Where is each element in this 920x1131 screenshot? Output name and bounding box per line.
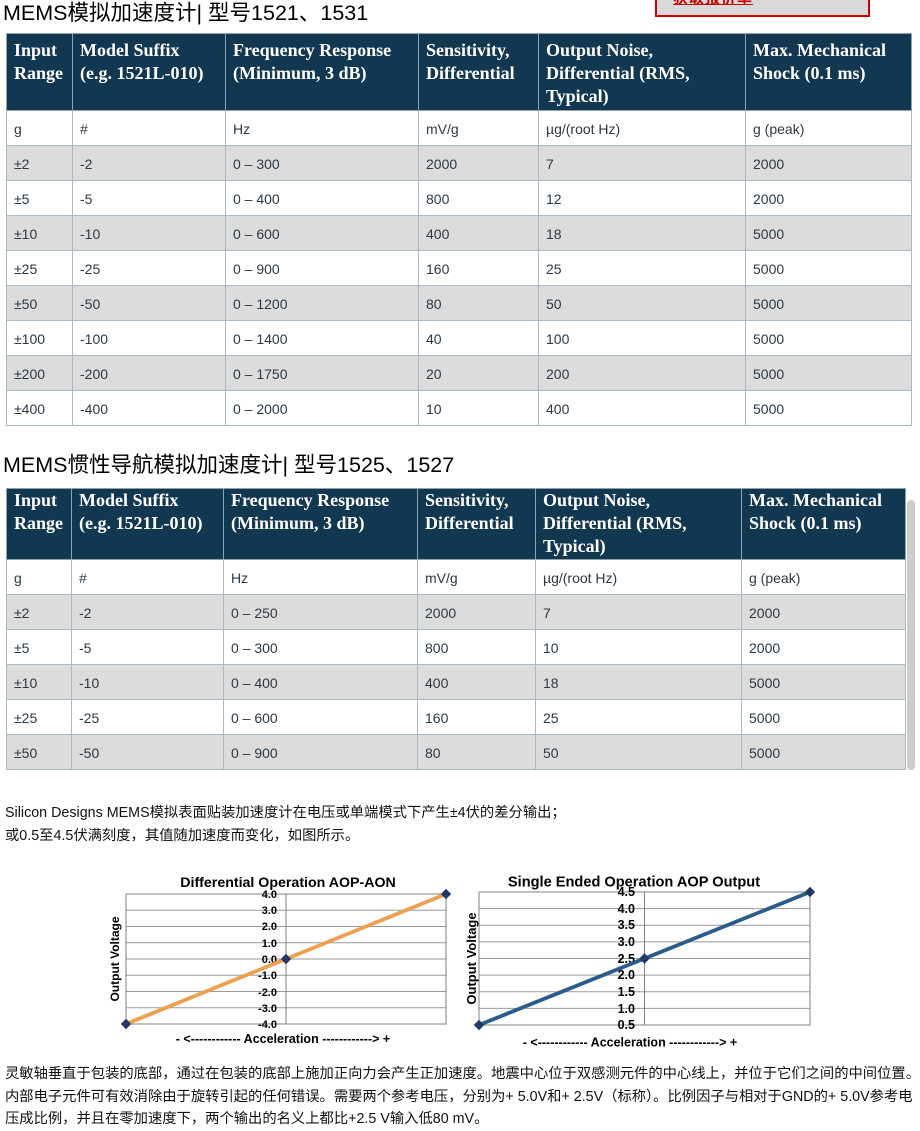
svg-text:3.5: 3.5 [618,918,635,932]
svg-text:- <------------ Acceleration -: - <------------ Acceleration -----------… [523,1036,737,1050]
svg-text:1.0: 1.0 [262,938,277,950]
svg-text:Single Ended Operation AOP Out: Single Ended Operation AOP Output [508,875,760,891]
svg-text:3.0: 3.0 [262,905,277,917]
svg-text:Differential Operation AOP-AON: Differential Operation AOP-AON [180,875,395,891]
svg-text:-3.0: -3.0 [258,1003,277,1015]
svg-text:4.5: 4.5 [618,885,635,899]
svg-text:4.0: 4.0 [262,889,277,901]
svg-text:-1.0: -1.0 [258,970,277,982]
svg-text:0.5: 0.5 [618,1018,635,1032]
svg-text:-2.0: -2.0 [258,987,277,999]
svg-text:-4.0: -4.0 [258,1019,277,1031]
svg-text:4.0: 4.0 [618,902,635,916]
svg-text:1.0: 1.0 [618,1002,635,1016]
svg-text:1.5: 1.5 [618,985,635,999]
svg-text:2.0: 2.0 [262,921,277,933]
svg-text:3.0: 3.0 [618,935,635,949]
svg-text:Output Voltage: Output Voltage [108,916,122,1001]
svg-text:2.0: 2.0 [618,968,635,982]
svg-text:- <------------ Acceleration -: - <------------ Acceleration -----------… [176,1032,390,1046]
svg-text:Output Voltage: Output Voltage [464,912,479,1004]
